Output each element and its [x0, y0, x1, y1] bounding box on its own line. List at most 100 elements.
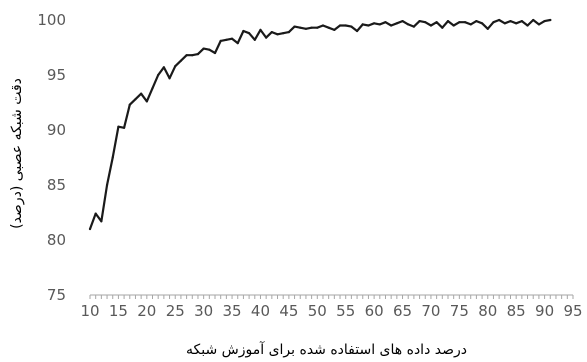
data-point: [367, 24, 370, 27]
data-point: [162, 66, 165, 69]
data-point: [429, 24, 433, 27]
x-tick-label: 95: [563, 302, 582, 320]
x-tick-label: 65: [393, 302, 412, 320]
y-tick-label: 100: [37, 11, 66, 29]
data-point: [88, 227, 92, 231]
data-point: [344, 24, 347, 27]
data-point: [390, 24, 393, 27]
data-point: [100, 220, 103, 223]
data-point: [338, 24, 342, 27]
y-tick-label: 80: [47, 231, 66, 249]
data-point: [452, 24, 455, 27]
data-point: [145, 100, 148, 103]
data-point: [134, 98, 137, 101]
data-point: [480, 22, 484, 25]
data-point: [282, 32, 285, 35]
y-tick-label: 75: [47, 286, 66, 304]
x-tick-label: 50: [308, 302, 327, 320]
data-point: [230, 37, 234, 40]
x-tick-label: 20: [137, 302, 156, 320]
x-tick-label: 75: [450, 302, 469, 320]
x-tick-label: 90: [535, 302, 554, 320]
data-point: [287, 30, 290, 34]
data-point: [520, 20, 523, 23]
data-point: [196, 53, 200, 56]
data-point: [236, 42, 239, 45]
data-point: [395, 22, 398, 25]
data-point: [219, 39, 222, 43]
series-points: [88, 18, 552, 231]
x-tick-label: 30: [194, 302, 213, 320]
data-point: [492, 21, 495, 24]
data-point: [168, 77, 171, 80]
x-tick-label: 85: [507, 302, 526, 320]
data-point: [117, 125, 120, 128]
y-tick-label: 90: [47, 121, 66, 139]
data-point: [458, 21, 461, 24]
series-line: [88, 18, 552, 231]
data-point: [446, 20, 450, 23]
x-axis-tick-marks: [89, 295, 574, 299]
data-point: [208, 48, 211, 51]
x-tick-label: 60: [365, 302, 384, 320]
data-point: [140, 92, 143, 95]
x-tick-label: 35: [223, 302, 242, 320]
data-point: [537, 23, 541, 26]
data-point: [373, 22, 376, 25]
data-point: [242, 29, 245, 33]
data-point: [350, 25, 353, 28]
data-point: [299, 26, 302, 29]
data-point: [469, 23, 472, 26]
data-point: [253, 38, 256, 41]
data-point: [441, 26, 444, 29]
data-point: [191, 54, 194, 57]
data-point: [424, 21, 427, 24]
data-point: [435, 21, 438, 24]
data-point: [355, 29, 359, 33]
data-point: [486, 27, 489, 30]
x-axis-tick-labels: 10 15 20 25 30 35 40 45 50 55 60 65 70 75 80 85 90 95: [80, 302, 582, 320]
data-point: [293, 25, 296, 28]
y-tick-label: 95: [47, 66, 66, 84]
data-point: [418, 20, 421, 23]
data-point: [259, 28, 262, 31]
y-axis-title: دقت شبکه عصبی (درصد): [9, 78, 25, 229]
data-point: [361, 23, 364, 26]
data-point: [321, 24, 325, 27]
data-point: [213, 51, 217, 55]
data-point: [128, 103, 131, 106]
x-tick-label: 45: [279, 302, 298, 320]
y-axis-tick-labels: 75 80 85 90 95 100: [37, 11, 66, 304]
data-point: [475, 20, 478, 23]
y-tick-label: 85: [47, 176, 66, 194]
data-point: [248, 32, 251, 35]
data-point: [532, 18, 535, 22]
x-tick-label: 10: [80, 302, 99, 320]
data-point: [174, 65, 177, 68]
data-point: [543, 20, 546, 23]
data-point: [412, 25, 415, 28]
data-point: [327, 26, 330, 29]
data-point: [151, 87, 154, 90]
data-point: [401, 20, 404, 23]
data-point: [503, 22, 506, 25]
data-point: [310, 26, 313, 29]
data-point: [526, 24, 529, 27]
x-tick-label: 15: [109, 302, 128, 320]
data-point: [509, 20, 512, 23]
x-tick-label: 25: [166, 302, 185, 320]
data-point: [316, 26, 319, 29]
data-point: [94, 212, 97, 215]
data-point: [111, 156, 114, 159]
data-point: [384, 21, 387, 24]
data-point: [276, 33, 279, 36]
data-point: [202, 47, 205, 50]
x-tick-label: 70: [421, 302, 440, 320]
x-axis-title: درصد داده های استفاده شده برای آموزش شبک…: [186, 341, 467, 358]
data-point: [407, 23, 410, 26]
data-point: [378, 23, 381, 26]
data-point: [225, 38, 228, 41]
data-point: [463, 21, 467, 24]
x-tick-label: 40: [251, 302, 270, 320]
